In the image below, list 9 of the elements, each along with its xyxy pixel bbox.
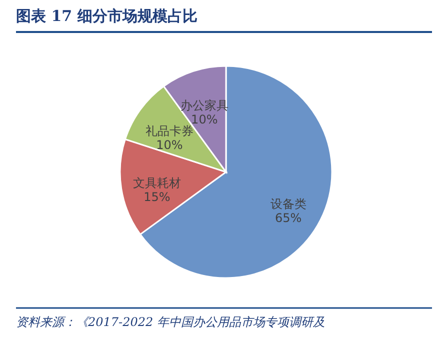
slice-label: 文具耗材 [132, 176, 181, 190]
data-label: 15% [144, 190, 170, 204]
data-label: 65% [275, 210, 302, 225]
text: 资料来源：《2017-2022 年中国办公用品市场专项调研及 [16, 315, 325, 329]
data-label: 10% [191, 112, 218, 126]
slice-label: 设备类 [270, 196, 306, 211]
slice-label: 礼品卡券 [145, 124, 194, 138]
data-label: 10% [156, 138, 183, 152]
chart-title: 图表 17 细分市场规模占比 [16, 7, 198, 25]
